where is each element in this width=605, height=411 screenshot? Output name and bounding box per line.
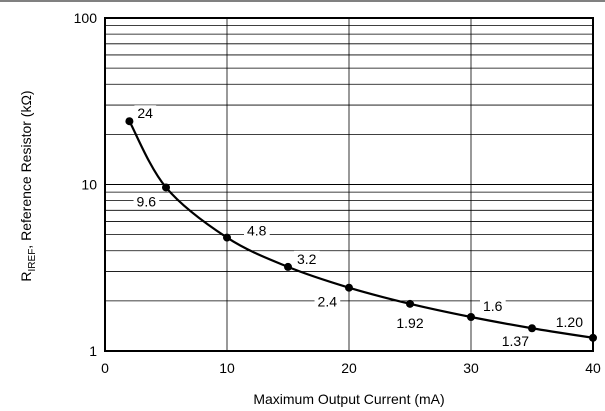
plot-frame bbox=[104, 17, 594, 352]
data-label-background bbox=[314, 293, 341, 310]
plot-border bbox=[104, 17, 594, 352]
data-point bbox=[589, 333, 597, 342]
data-label: 1.6 bbox=[483, 298, 503, 314]
y-tick-labels: 1 10 100 bbox=[74, 10, 98, 359]
data-label: 3.2 bbox=[297, 251, 317, 267]
series-line bbox=[128, 120, 594, 339]
data-point bbox=[345, 283, 353, 292]
x-axis-label: Maximum Output Current (mA) bbox=[253, 391, 444, 407]
y-axis-label: RIREF, Reference Resistor (kΩ) bbox=[18, 90, 38, 281]
data-point bbox=[284, 262, 292, 271]
x-tick-label: 40 bbox=[585, 360, 601, 376]
y-tick-label: 10 bbox=[81, 177, 97, 193]
y-tick-label: 100 bbox=[74, 10, 98, 26]
data-point bbox=[162, 183, 170, 192]
data-label: 1.20 bbox=[556, 314, 583, 330]
y-axis-label-rest: , Reference Resistor (kΩ) bbox=[18, 90, 34, 248]
data-labels: 24 9.6 4.8 3.2 2.4 1.92 1.6 1.37 1.20 bbox=[133, 105, 587, 350]
data-label-background bbox=[393, 314, 427, 331]
data-label: 24 bbox=[137, 105, 153, 121]
data-point bbox=[125, 117, 134, 126]
grid bbox=[105, 18, 593, 351]
data-label-background bbox=[498, 333, 533, 350]
data-label-background bbox=[294, 250, 320, 267]
data-label: 1.92 bbox=[396, 315, 423, 331]
data-point bbox=[223, 233, 231, 242]
data-label-background bbox=[552, 313, 587, 330]
y-axis-label-sub: IREF bbox=[27, 249, 38, 272]
data-label-background bbox=[244, 222, 270, 239]
data-label-background bbox=[134, 105, 157, 122]
data-point bbox=[467, 313, 475, 322]
data-points bbox=[125, 117, 597, 342]
x-tick-label: 0 bbox=[101, 360, 109, 376]
x-tick-label: 20 bbox=[341, 360, 357, 376]
x-tick-label: 10 bbox=[219, 360, 235, 376]
data-point bbox=[406, 299, 414, 308]
curve-layer bbox=[128, 120, 594, 339]
data-point bbox=[528, 324, 536, 333]
data-label: 1.37 bbox=[502, 333, 529, 349]
data-label: 2.4 bbox=[318, 294, 338, 310]
y-tick-label: 1 bbox=[89, 343, 97, 359]
data-label: 9.6 bbox=[137, 193, 157, 209]
data-label-background bbox=[480, 298, 506, 315]
x-tick-label: 30 bbox=[463, 360, 479, 376]
y-axis-label-main: R bbox=[18, 271, 34, 281]
data-label: 4.8 bbox=[247, 223, 267, 239]
data-label-background bbox=[133, 193, 160, 210]
x-tick-labels: 0 10 20 30 40 bbox=[101, 360, 601, 376]
